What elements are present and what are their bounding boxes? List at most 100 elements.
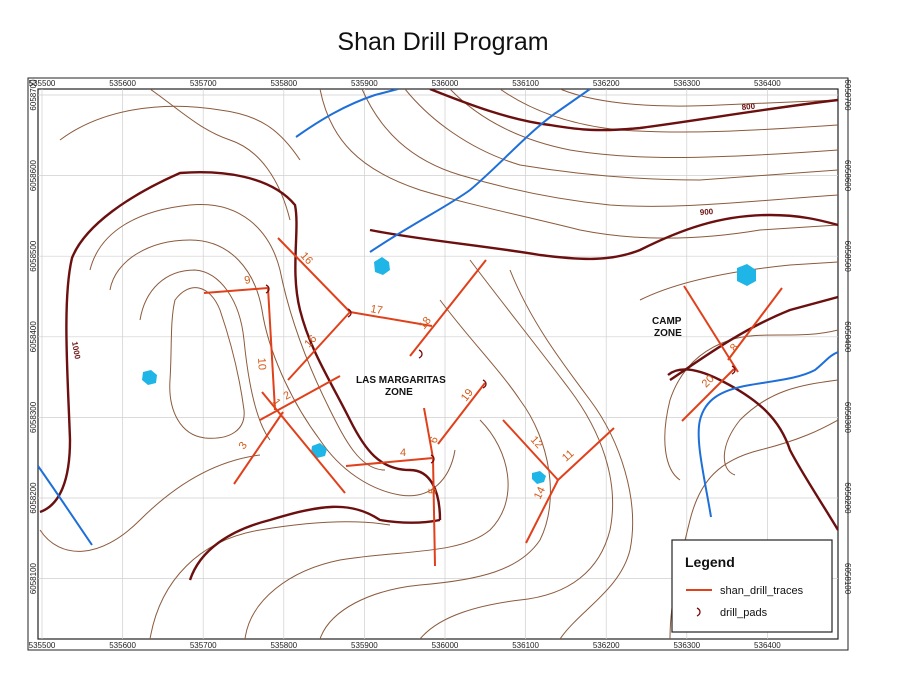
contour-line (149, 521, 391, 639)
y-tick-label-left: 6058400 (29, 321, 38, 353)
pond (532, 471, 546, 484)
contour-line (244, 419, 509, 639)
stream-northeast (369, 89, 591, 253)
contour-lower (188, 505, 441, 581)
x-tick-label-top: 535700 (190, 79, 217, 88)
trace-label-9: 9 (243, 274, 251, 287)
trace-label-14: 14 (532, 485, 548, 501)
x-tick-label-top: 535600 (109, 79, 136, 88)
pond (374, 257, 390, 275)
drill-pad[interactable] (482, 379, 487, 389)
x-tick-label-top: 535500 (29, 79, 56, 88)
trace-label-4: 4 (400, 447, 406, 459)
legend-title: Legend (685, 554, 735, 570)
contour-line (419, 259, 614, 639)
x-tick-label-top: 536400 (754, 79, 781, 88)
contour-800 (429, 89, 838, 132)
drill-trace-18[interactable] (409, 259, 487, 357)
contour-right-upper (669, 295, 838, 381)
x-tick-label-bottom: 536000 (432, 641, 459, 650)
drill-trace-8b[interactable] (683, 285, 739, 373)
drill-pad[interactable] (265, 284, 270, 294)
contour-line (139, 269, 271, 441)
drill-trace-4[interactable] (345, 457, 434, 467)
drill-trace-15[interactable] (277, 237, 351, 313)
contour-line (361, 89, 838, 207)
contour-900 (369, 213, 838, 261)
x-tick-label-bottom: 536300 (673, 641, 700, 650)
drill-pad[interactable] (731, 365, 736, 375)
y-tick-label-right: 6058500 (843, 241, 852, 273)
contour-line (169, 287, 245, 439)
y-tick-label-right: 6058300 (843, 402, 852, 434)
drill-trace-19[interactable] (437, 382, 486, 445)
stream-southwest (38, 465, 93, 546)
x-tick-label-bottom: 536100 (512, 641, 539, 650)
contour-line (319, 89, 838, 239)
trace-label-3: 3 (237, 440, 250, 452)
drill-trace-6[interactable] (423, 407, 434, 459)
stream-camp (697, 351, 838, 518)
drill-trace-11[interactable] (557, 427, 615, 481)
x-tick-label-top: 536200 (593, 79, 620, 88)
y-tick-label-left: 6058200 (29, 482, 38, 514)
contour-line (89, 203, 386, 471)
drill-pad[interactable] (347, 308, 352, 318)
drill-pad[interactable] (418, 349, 423, 359)
trace-label-17: 17 (369, 303, 383, 317)
x-tick-label-bottom: 535800 (270, 641, 297, 650)
tick-labels: 535500 535500 535600 535600 535700 535700 5358… (29, 79, 852, 650)
drill-trace-3[interactable] (233, 411, 284, 485)
x-tick-label-bottom: 535900 (351, 641, 378, 650)
x-tick-label-bottom: 535500 (29, 641, 56, 650)
y-tick-label-right: 6058200 (843, 482, 852, 514)
trace-label-19: 19 (459, 387, 476, 404)
drill-trace-10[interactable] (267, 287, 276, 411)
x-tick-label-top: 536300 (673, 79, 700, 88)
drill-trace-5[interactable] (432, 457, 436, 567)
x-tick-label-bottom: 535600 (109, 641, 136, 650)
x-tick-label-bottom: 536200 (593, 641, 620, 650)
x-tick-label-bottom: 535700 (190, 641, 217, 650)
x-tick-label-top: 536000 (432, 79, 459, 88)
x-tick-label-bottom: 536400 (754, 641, 781, 650)
trace-label-2: 2 (282, 389, 293, 402)
x-tick-label-top: 535900 (351, 79, 378, 88)
ponds (142, 257, 756, 484)
contour-label-800: 800 (741, 102, 756, 112)
contour-line (149, 89, 291, 221)
contour-line (559, 89, 838, 107)
y-tick-label-left: 6058600 (29, 159, 38, 191)
contour-line (39, 454, 261, 552)
drill-trace-14[interactable] (525, 479, 559, 544)
stream-north (295, 89, 399, 138)
legend-pad-swatch (696, 607, 701, 617)
contour-line (404, 89, 838, 181)
y-tick-label-left: 6058700 (29, 79, 38, 111)
x-tick-label-top: 535800 (270, 79, 297, 88)
drill-traces (203, 237, 783, 567)
contour-1000 (39, 171, 442, 521)
drill-trace-9[interactable] (203, 287, 269, 294)
contour-line (723, 379, 838, 476)
y-tick-label-left: 6058100 (29, 562, 38, 594)
contour-line (664, 329, 838, 481)
drill-trace-1[interactable] (261, 391, 346, 494)
y-tick-label-left: 6058300 (29, 401, 38, 433)
drill-trace-16[interactable] (287, 311, 351, 381)
drill-pad[interactable] (430, 454, 435, 464)
drill-trace-8[interactable] (727, 287, 783, 361)
drill-trace-12[interactable] (502, 419, 559, 481)
trace-label-6: 6 (428, 435, 441, 445)
drill-trace-17[interactable] (349, 311, 433, 327)
map-title: Shan Drill Program (337, 28, 549, 56)
contour-right (667, 368, 838, 531)
x-tick-label-top: 536100 (512, 79, 539, 88)
minor-contours (39, 89, 838, 639)
drill-trace-2[interactable] (259, 375, 341, 421)
legend-item-traces: shan_drill_traces (720, 585, 804, 597)
drill-trace-20[interactable] (681, 368, 735, 422)
contour-line (449, 89, 838, 158)
contour-line (509, 269, 634, 639)
